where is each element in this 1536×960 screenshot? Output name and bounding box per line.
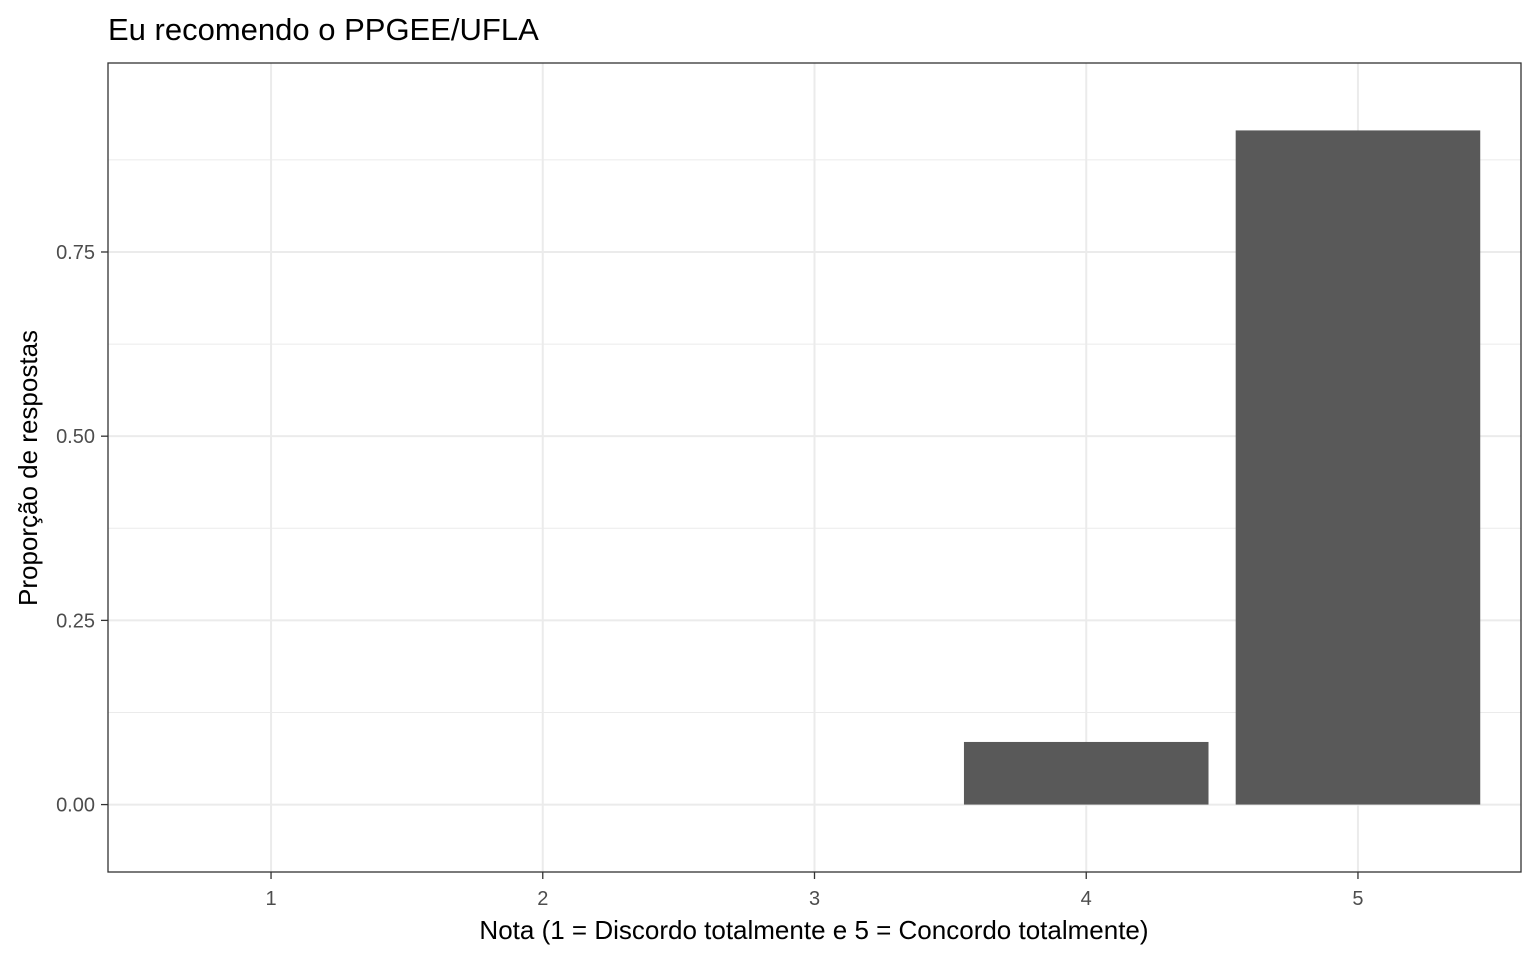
x-axis: 1 2 3 4 5	[265, 872, 1364, 910]
y-tick-label: 0.00	[56, 795, 95, 817]
y-tick-label: 0.25	[56, 610, 95, 632]
x-tick-label: 2	[537, 888, 548, 910]
x-tick-label: 1	[265, 888, 276, 910]
y-axis-title: Proporção de respostas	[13, 330, 43, 606]
bars	[963, 130, 1481, 805]
y-tick-label: 0.75	[56, 242, 95, 264]
chart-title: Eu recomendo o PPGEE/UFLA	[108, 12, 539, 47]
x-tick-label: 4	[1081, 888, 1092, 910]
x-tick-label: 3	[809, 888, 820, 910]
y-axis: 0.00 0.25 0.50 0.75	[56, 242, 108, 817]
x-axis-title: Nota (1 = Discordo totalmente e 5 = Conc…	[479, 915, 1148, 945]
x-tick-label: 5	[1352, 888, 1363, 910]
bar-5	[1235, 130, 1481, 805]
bar-4	[963, 741, 1209, 805]
y-tick-label: 0.50	[56, 426, 95, 448]
